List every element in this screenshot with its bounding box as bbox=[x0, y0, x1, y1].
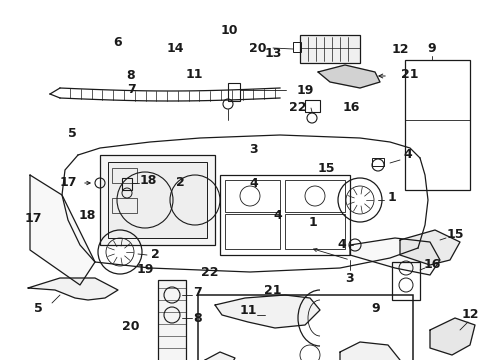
Bar bbox=[108, 162, 206, 238]
Text: 18: 18 bbox=[139, 175, 156, 188]
Polygon shape bbox=[204, 352, 235, 360]
Text: 18: 18 bbox=[78, 209, 96, 222]
Text: 22: 22 bbox=[289, 102, 306, 114]
Bar bbox=[292, 42, 301, 52]
Text: 2: 2 bbox=[175, 176, 184, 189]
Bar bbox=[285, 180, 345, 212]
Text: 17: 17 bbox=[59, 176, 77, 189]
Polygon shape bbox=[28, 278, 118, 300]
Text: 13: 13 bbox=[264, 47, 281, 60]
Text: 11: 11 bbox=[185, 68, 203, 81]
Text: 12: 12 bbox=[460, 309, 478, 321]
Polygon shape bbox=[399, 230, 459, 265]
Bar bbox=[112, 168, 137, 183]
Polygon shape bbox=[317, 65, 379, 88]
Bar bbox=[112, 198, 137, 213]
Polygon shape bbox=[30, 175, 95, 285]
Text: 20: 20 bbox=[122, 320, 140, 333]
Text: 4: 4 bbox=[249, 177, 258, 190]
Text: 7: 7 bbox=[126, 83, 135, 96]
Text: 1: 1 bbox=[308, 216, 317, 229]
Text: 11: 11 bbox=[239, 303, 256, 316]
Text: 9: 9 bbox=[427, 41, 435, 54]
Text: 21: 21 bbox=[401, 68, 418, 81]
Bar bbox=[371, 158, 383, 166]
Text: 4: 4 bbox=[273, 209, 282, 222]
Text: 19: 19 bbox=[296, 84, 313, 96]
Bar bbox=[285, 214, 345, 249]
Text: 9: 9 bbox=[370, 302, 379, 315]
Text: 14: 14 bbox=[166, 42, 183, 55]
Bar bbox=[224, 180, 280, 212]
Text: 4: 4 bbox=[403, 148, 411, 162]
Polygon shape bbox=[339, 342, 399, 360]
Text: 1: 1 bbox=[387, 192, 396, 204]
Text: 4: 4 bbox=[337, 238, 346, 252]
Bar bbox=[198, 295, 412, 360]
Text: 5: 5 bbox=[68, 127, 77, 140]
Bar bbox=[299, 35, 359, 63]
Bar bbox=[220, 175, 349, 255]
Bar bbox=[224, 214, 280, 249]
Text: 2: 2 bbox=[150, 248, 159, 261]
Polygon shape bbox=[349, 238, 439, 275]
Text: 8: 8 bbox=[193, 311, 202, 324]
Text: 3: 3 bbox=[345, 271, 354, 284]
Text: 7: 7 bbox=[193, 285, 202, 298]
Text: 10: 10 bbox=[220, 24, 237, 37]
Text: 19: 19 bbox=[137, 263, 154, 276]
Bar bbox=[100, 155, 215, 245]
Bar bbox=[391, 262, 419, 300]
Text: 16: 16 bbox=[423, 258, 440, 271]
Text: 5: 5 bbox=[34, 301, 42, 315]
Text: 17: 17 bbox=[24, 212, 42, 225]
Bar bbox=[404, 60, 469, 190]
Polygon shape bbox=[215, 295, 319, 328]
Bar bbox=[158, 280, 185, 360]
Text: 15: 15 bbox=[317, 162, 335, 175]
Text: 20: 20 bbox=[249, 41, 266, 54]
Bar bbox=[305, 100, 319, 112]
Text: 12: 12 bbox=[390, 43, 408, 56]
Text: 8: 8 bbox=[126, 69, 135, 82]
Bar bbox=[122, 178, 132, 190]
Text: 6: 6 bbox=[113, 36, 122, 49]
Bar bbox=[227, 83, 240, 101]
Text: 16: 16 bbox=[342, 101, 359, 114]
Text: 3: 3 bbox=[248, 143, 257, 156]
Text: 22: 22 bbox=[200, 266, 218, 279]
Text: 21: 21 bbox=[264, 284, 281, 297]
Polygon shape bbox=[429, 318, 474, 355]
Text: 15: 15 bbox=[446, 229, 463, 242]
